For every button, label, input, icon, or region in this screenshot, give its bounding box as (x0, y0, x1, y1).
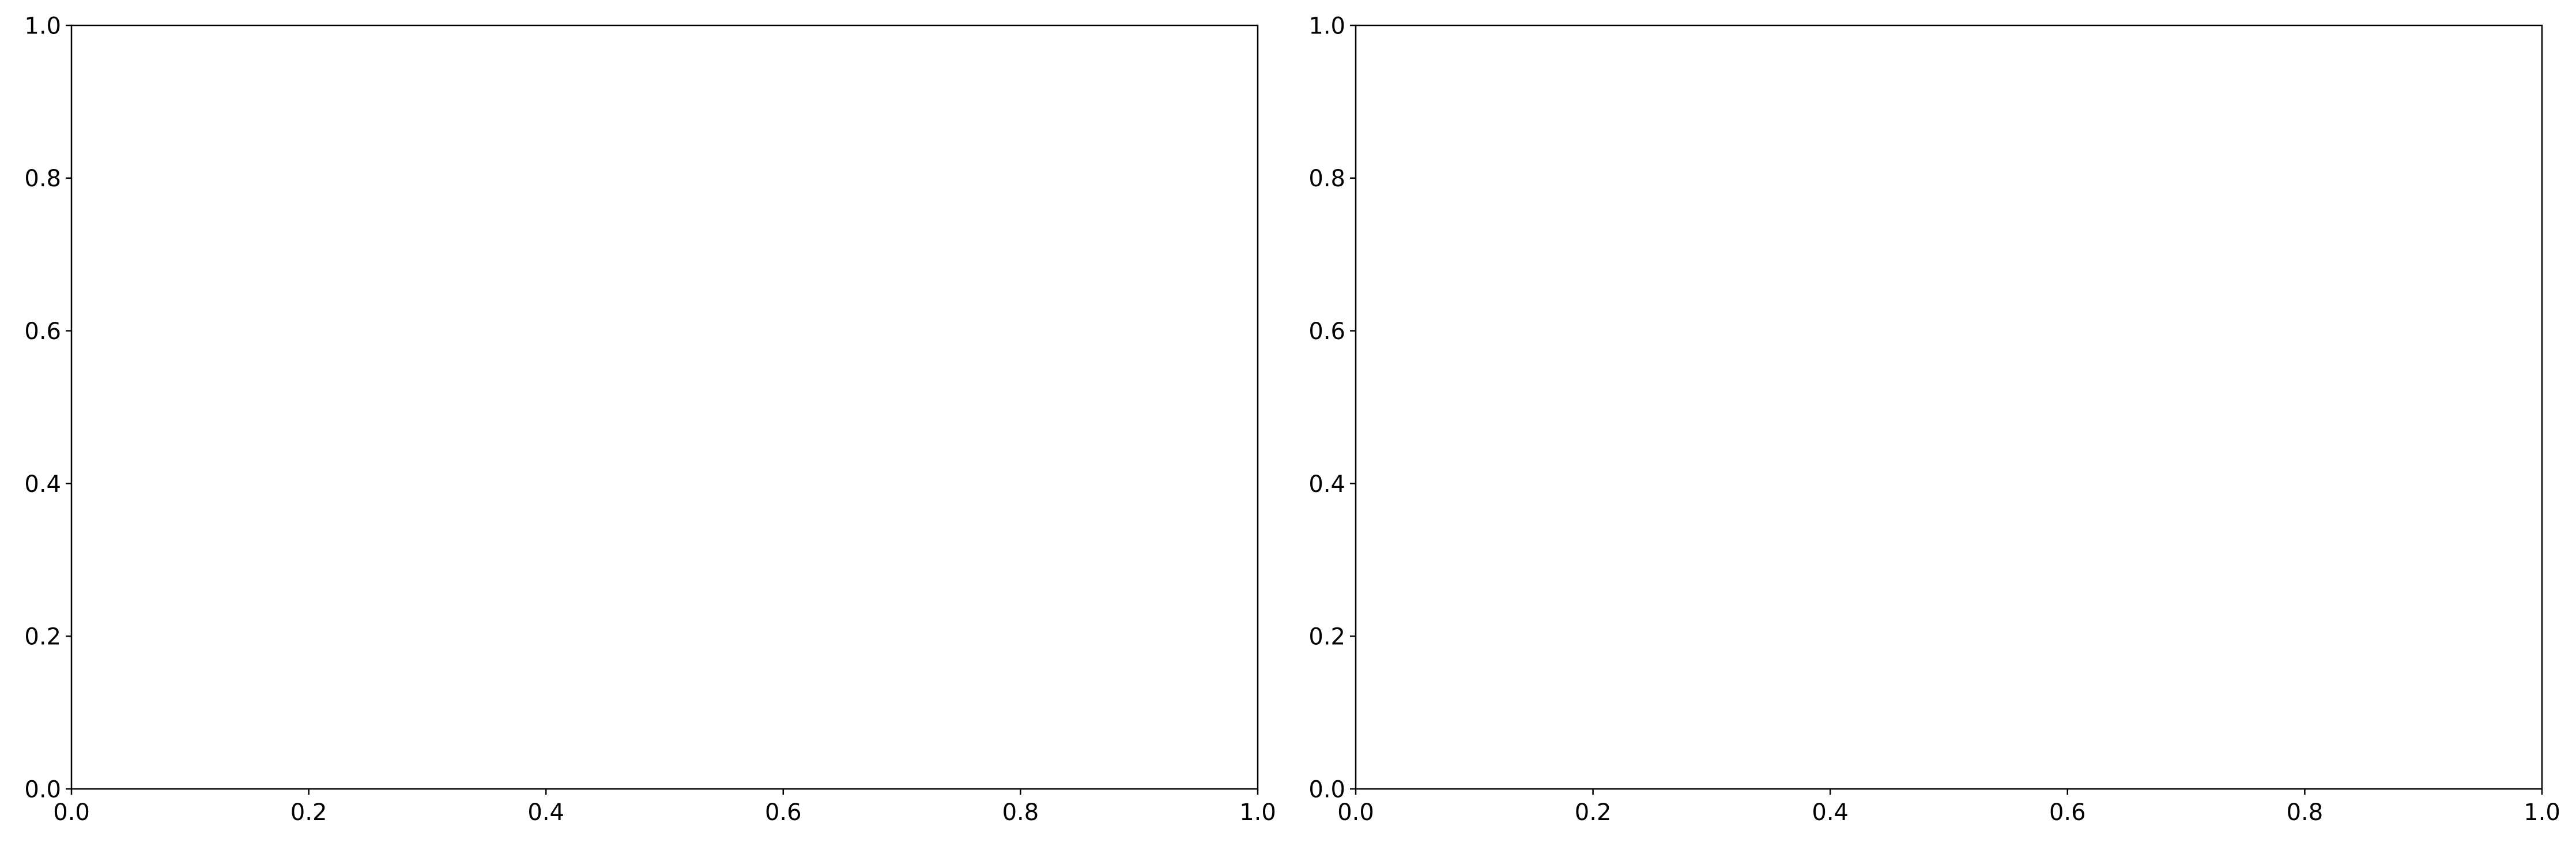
right-y-tick-label: 0.6 (1308, 318, 1345, 345)
right-y-tick-label: 1.0 (1308, 13, 1345, 39)
left-y-tick-label: 0.8 (24, 166, 61, 192)
left-ticks: 0.0 0.2 0.4 0.6 0.8 1.0 0.0 0.2 0.4 0.6 0.8 1.0 (24, 13, 1276, 826)
left-plot-area (71, 25, 1258, 789)
left-axes-frame (70, 24, 1259, 790)
left-x-tick-label: 1.0 (1239, 799, 1276, 826)
left-y-tick-label: 0.6 (24, 318, 61, 345)
left-y-tick-label: 1.0 (24, 13, 61, 39)
right-x-tick-label: 0.6 (2049, 799, 2086, 826)
right-x-tick-label: 1.0 (2524, 799, 2560, 826)
right-y-tick-label: 0.0 (1308, 776, 1345, 803)
right-y-tick-label: 0.2 (1308, 624, 1345, 651)
right-plot-area (1356, 25, 2542, 789)
right-y-tick-label: 0.8 (1308, 166, 1345, 192)
left-x-tick-label: 0.2 (291, 799, 327, 826)
right-y-tick-label: 0.4 (1308, 471, 1345, 498)
left-y-tick-label: 0.2 (24, 624, 61, 651)
right-x-tick-label: 0.0 (1337, 799, 1374, 826)
right-axes: 0.0 0.2 0.4 0.6 0.8 1.0 0.0 0.2 0.4 0.6 0.8 1.0 (1308, 13, 2560, 826)
right-x-tick-label: 0.8 (2287, 799, 2324, 826)
left-x-tick-label: 0.8 (1002, 799, 1039, 826)
left-y-tick-label: 0.4 (24, 471, 61, 498)
right-axes-frame (1355, 24, 2543, 790)
left-x-tick-label: 0.0 (53, 799, 90, 826)
left-x-tick-label: 0.4 (527, 799, 564, 826)
left-x-tick-label: 0.6 (765, 799, 802, 826)
left-axes: 0.0 0.2 0.4 0.6 0.8 1.0 0.0 0.2 0.4 0.6 0.8 1.0 (24, 13, 1276, 826)
right-x-tick-label: 0.4 (1812, 799, 1849, 826)
left-y-tick-label: 0.0 (24, 776, 61, 803)
right-x-tick-label: 0.2 (1575, 799, 1612, 826)
right-ticks: 0.0 0.2 0.4 0.6 0.8 1.0 0.0 0.2 0.4 0.6 0.8 1.0 (1308, 13, 2560, 826)
